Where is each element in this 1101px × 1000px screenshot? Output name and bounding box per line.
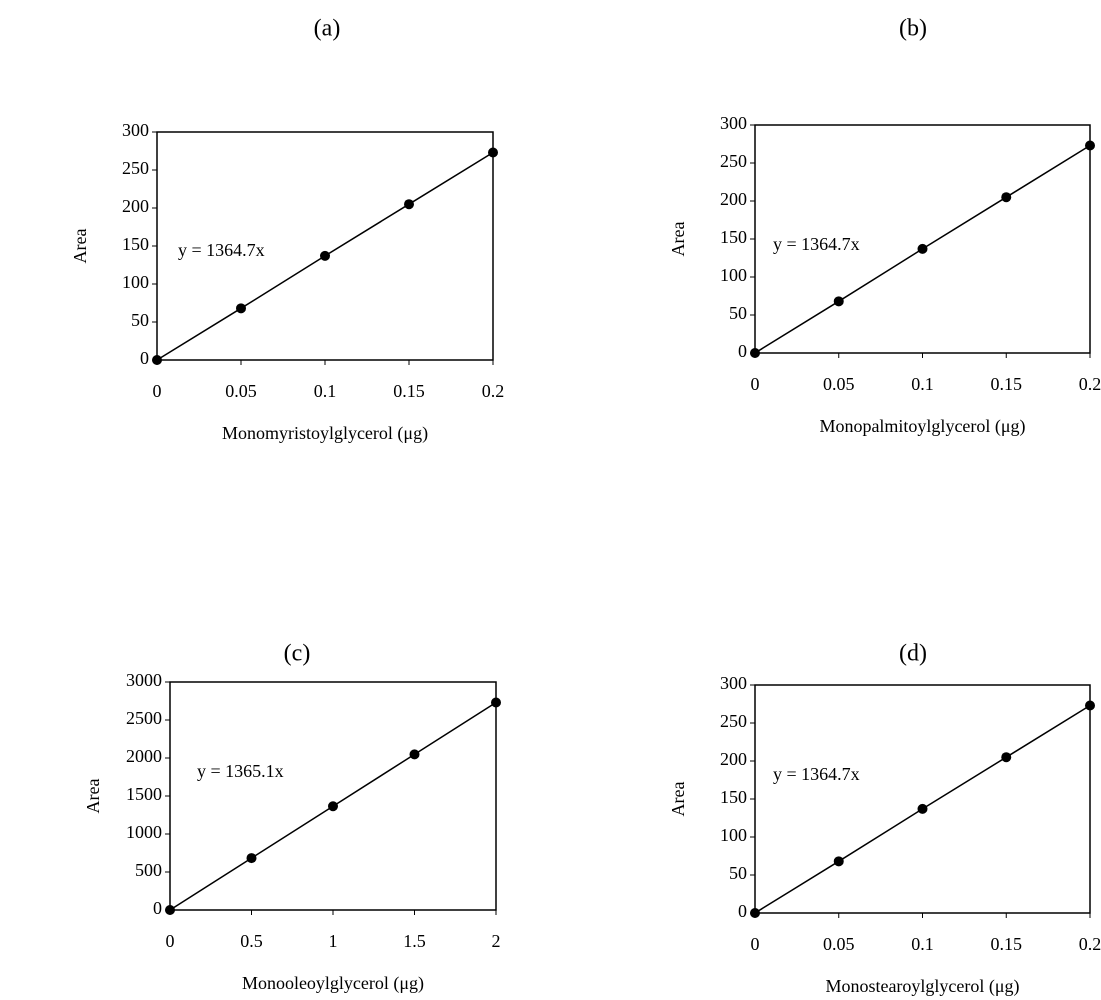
y-axis-label: Area bbox=[668, 222, 688, 257]
x-tick-label: 0.05 bbox=[823, 374, 855, 394]
data-point bbox=[918, 804, 928, 814]
x-tick-label: 1.5 bbox=[403, 931, 426, 951]
y-tick-label: 200 bbox=[122, 196, 149, 216]
data-point bbox=[488, 148, 498, 158]
data-point bbox=[1001, 752, 1011, 762]
data-point bbox=[1085, 141, 1095, 151]
y-tick-label: 300 bbox=[720, 673, 747, 693]
x-tick-label: 0.05 bbox=[823, 934, 855, 954]
y-tick-label: 250 bbox=[720, 711, 747, 731]
y-tick-label: 50 bbox=[729, 303, 747, 323]
x-tick-label: 0 bbox=[751, 934, 760, 954]
x-tick-label: 1 bbox=[329, 931, 338, 951]
y-tick-label: 0 bbox=[738, 341, 747, 361]
x-tick-label: 0.15 bbox=[393, 381, 425, 401]
data-point bbox=[236, 303, 246, 313]
data-point bbox=[165, 905, 175, 915]
plot-frame bbox=[755, 685, 1090, 913]
data-point bbox=[918, 244, 928, 254]
data-point bbox=[834, 296, 844, 306]
x-tick-label: 0.05 bbox=[225, 381, 257, 401]
y-tick-label: 300 bbox=[720, 113, 747, 133]
x-tick-label: 0.15 bbox=[991, 374, 1023, 394]
y-tick-label: 50 bbox=[131, 310, 149, 330]
y-tick-label: 50 bbox=[729, 863, 747, 883]
equation-annotation: y = 1364.7x bbox=[773, 764, 860, 784]
x-tick-label: 0.1 bbox=[911, 934, 934, 954]
data-point bbox=[491, 698, 501, 708]
y-tick-label: 150 bbox=[122, 234, 149, 254]
equation-annotation: y = 1364.7x bbox=[178, 240, 265, 260]
x-axis-label: Monomyristoylglycerol (μg) bbox=[222, 423, 428, 444]
x-tick-label: 0 bbox=[153, 381, 162, 401]
data-point bbox=[152, 355, 162, 365]
y-tick-label: 100 bbox=[122, 272, 149, 292]
y-tick-label: 0 bbox=[738, 901, 747, 921]
data-point bbox=[834, 856, 844, 866]
y-tick-label: 3000 bbox=[126, 670, 162, 690]
equation-annotation: y = 1365.1x bbox=[197, 761, 284, 781]
x-tick-label: 0.1 bbox=[314, 381, 337, 401]
y-tick-label: 100 bbox=[720, 265, 747, 285]
y-tick-label: 1000 bbox=[126, 822, 162, 842]
x-tick-label: 2 bbox=[492, 931, 501, 951]
data-point bbox=[404, 199, 414, 209]
y-tick-label: 200 bbox=[720, 189, 747, 209]
x-tick-label: 0.2 bbox=[482, 381, 505, 401]
y-tick-label: 100 bbox=[720, 825, 747, 845]
y-tick-label: 150 bbox=[720, 227, 747, 247]
x-tick-label: 0.2 bbox=[1079, 934, 1101, 954]
x-tick-label: 0.2 bbox=[1079, 374, 1101, 394]
data-point bbox=[750, 348, 760, 358]
data-point bbox=[320, 251, 330, 261]
data-point bbox=[328, 801, 338, 811]
panel-title: (b) bbox=[899, 16, 927, 42]
data-point bbox=[1085, 701, 1095, 711]
x-tick-label: 0 bbox=[166, 931, 175, 951]
plot-frame bbox=[170, 682, 496, 910]
y-axis-label: Area bbox=[70, 229, 90, 264]
x-tick-label: 0.5 bbox=[240, 931, 263, 951]
panel-title: (c) bbox=[284, 641, 311, 667]
figure: (a)05010015020025030000.050.10.150.2Mono… bbox=[0, 0, 1101, 1000]
panel-title: (a) bbox=[314, 16, 341, 42]
y-tick-label: 0 bbox=[140, 348, 149, 368]
y-tick-label: 500 bbox=[135, 860, 162, 880]
data-point bbox=[247, 853, 257, 863]
y-tick-label: 250 bbox=[122, 158, 149, 178]
panel-title: (d) bbox=[899, 641, 927, 667]
y-tick-label: 2500 bbox=[126, 708, 162, 728]
equation-annotation: y = 1364.7x bbox=[773, 234, 860, 254]
x-tick-label: 0.1 bbox=[911, 374, 934, 394]
data-point bbox=[1001, 192, 1011, 202]
y-axis-label: Area bbox=[668, 782, 688, 817]
x-axis-label: Monopalmitoylglycerol (μg) bbox=[819, 416, 1025, 437]
y-axis-label: Area bbox=[83, 779, 103, 814]
y-tick-label: 150 bbox=[720, 787, 747, 807]
y-tick-label: 2000 bbox=[126, 746, 162, 766]
data-point bbox=[750, 908, 760, 918]
x-axis-label: Monooleoylglycerol (μg) bbox=[242, 973, 424, 994]
x-tick-label: 0.15 bbox=[991, 934, 1023, 954]
y-tick-label: 200 bbox=[720, 749, 747, 769]
x-axis-label: Monostearoylglycerol (μg) bbox=[825, 976, 1019, 997]
y-tick-label: 0 bbox=[153, 898, 162, 918]
y-tick-label: 300 bbox=[122, 120, 149, 140]
y-tick-label: 1500 bbox=[126, 784, 162, 804]
data-point bbox=[410, 749, 420, 759]
y-tick-label: 250 bbox=[720, 151, 747, 171]
x-tick-label: 0 bbox=[751, 374, 760, 394]
